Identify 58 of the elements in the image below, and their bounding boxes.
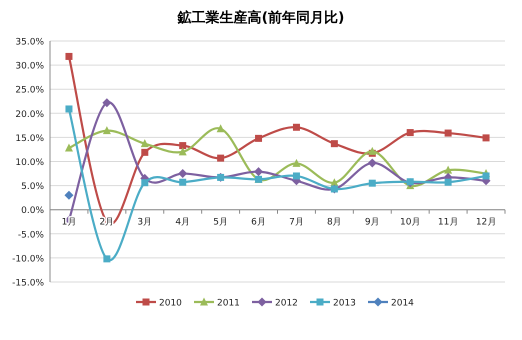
point: [444, 166, 452, 174]
point: [102, 98, 112, 108]
y-tick-label: -10.0%: [12, 254, 44, 264]
legend-label: 2013: [333, 298, 356, 308]
point: [254, 167, 264, 176]
y-tick-label: -5.0%: [18, 230, 44, 240]
x-tick-label: 11月: [438, 218, 458, 228]
point: [179, 142, 186, 150]
point: [255, 134, 262, 142]
x-tick-label: 4月: [175, 218, 190, 228]
point: [141, 179, 148, 186]
point: [330, 140, 338, 148]
x-tick-label: 6月: [251, 218, 266, 228]
legend-label: 2012: [275, 298, 298, 308]
point: [179, 178, 186, 186]
point: [64, 144, 73, 152]
point: [217, 154, 224, 162]
x-tick-label: 12月: [476, 218, 496, 228]
point: [141, 148, 148, 156]
point: [368, 146, 376, 155]
point: [64, 190, 74, 200]
x-tick-label: 3月: [137, 218, 152, 228]
point: [65, 105, 72, 112]
point: [140, 139, 149, 148]
point: [444, 178, 452, 186]
point: [406, 129, 414, 136]
point: [102, 126, 111, 134]
y-tick-label: 10.0%: [15, 158, 44, 168]
point: [482, 172, 490, 180]
y-tick-label: 35.0%: [15, 38, 44, 48]
point: [216, 124, 225, 132]
point: [103, 255, 110, 262]
point: [368, 180, 376, 187]
point: [178, 147, 187, 156]
point: [444, 130, 452, 137]
x-tick-label: 8月: [327, 218, 342, 228]
y-tick-label: 5.0%: [21, 182, 44, 192]
y-tick-label: 30.0%: [15, 62, 44, 72]
y-tick-label: 15.0%: [15, 134, 44, 144]
x-tick-label: 7月: [289, 218, 304, 228]
point: [482, 134, 490, 142]
y-tick-label: 0.0%: [21, 206, 44, 216]
legend-label: 2010: [159, 298, 182, 308]
point: [65, 52, 72, 60]
point: [292, 158, 300, 167]
legend-label: 2011: [217, 298, 240, 308]
x-tick-label: 10月: [400, 218, 420, 228]
point: [292, 172, 300, 180]
x-tick-label: 9月: [364, 218, 380, 228]
point: [292, 124, 300, 131]
chart-title: 鉱工業生産高(前年同月比): [176, 9, 344, 26]
point: [368, 158, 377, 168]
y-tick-label: 25.0%: [15, 86, 44, 96]
legend-label: 2014: [391, 298, 414, 308]
point: [178, 169, 188, 178]
y-tick-label: -15.0%: [12, 278, 44, 288]
y-tick-label: 20.0%: [15, 110, 44, 120]
x-tick-label: 5月: [213, 218, 228, 228]
